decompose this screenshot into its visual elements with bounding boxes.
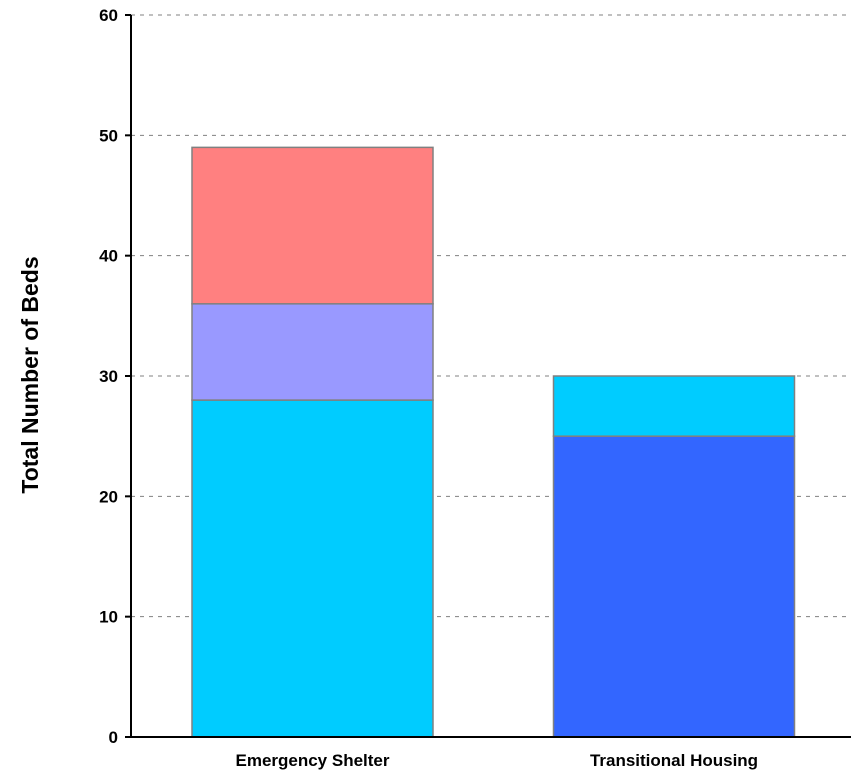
y-tick-label: 10 [99, 608, 118, 627]
x-category-labels: Emergency Shelter Transitional Housing [235, 751, 758, 770]
bar-segment [191, 146, 434, 305]
y-tick-label: 30 [99, 367, 118, 386]
y-tick-label: 20 [99, 487, 118, 506]
y-tick-label: 60 [99, 6, 118, 25]
x-category-label: Emergency Shelter [235, 751, 389, 770]
bar-segment [552, 375, 796, 437]
y-tick-label: 50 [99, 126, 118, 145]
axes [125, 14, 851, 738]
x-category-label: Transitional Housing [590, 751, 758, 770]
y-tick-label: 0 [109, 728, 118, 747]
y-tick-labels: 0 10 20 30 40 50 60 [99, 6, 118, 747]
bar-segment [191, 399, 434, 738]
bar-segment [552, 435, 796, 738]
bars [191, 146, 796, 738]
bar-segment [191, 303, 434, 401]
y-axis-title: Total Number of Beds [17, 256, 43, 493]
y-tick-label: 40 [99, 247, 118, 266]
